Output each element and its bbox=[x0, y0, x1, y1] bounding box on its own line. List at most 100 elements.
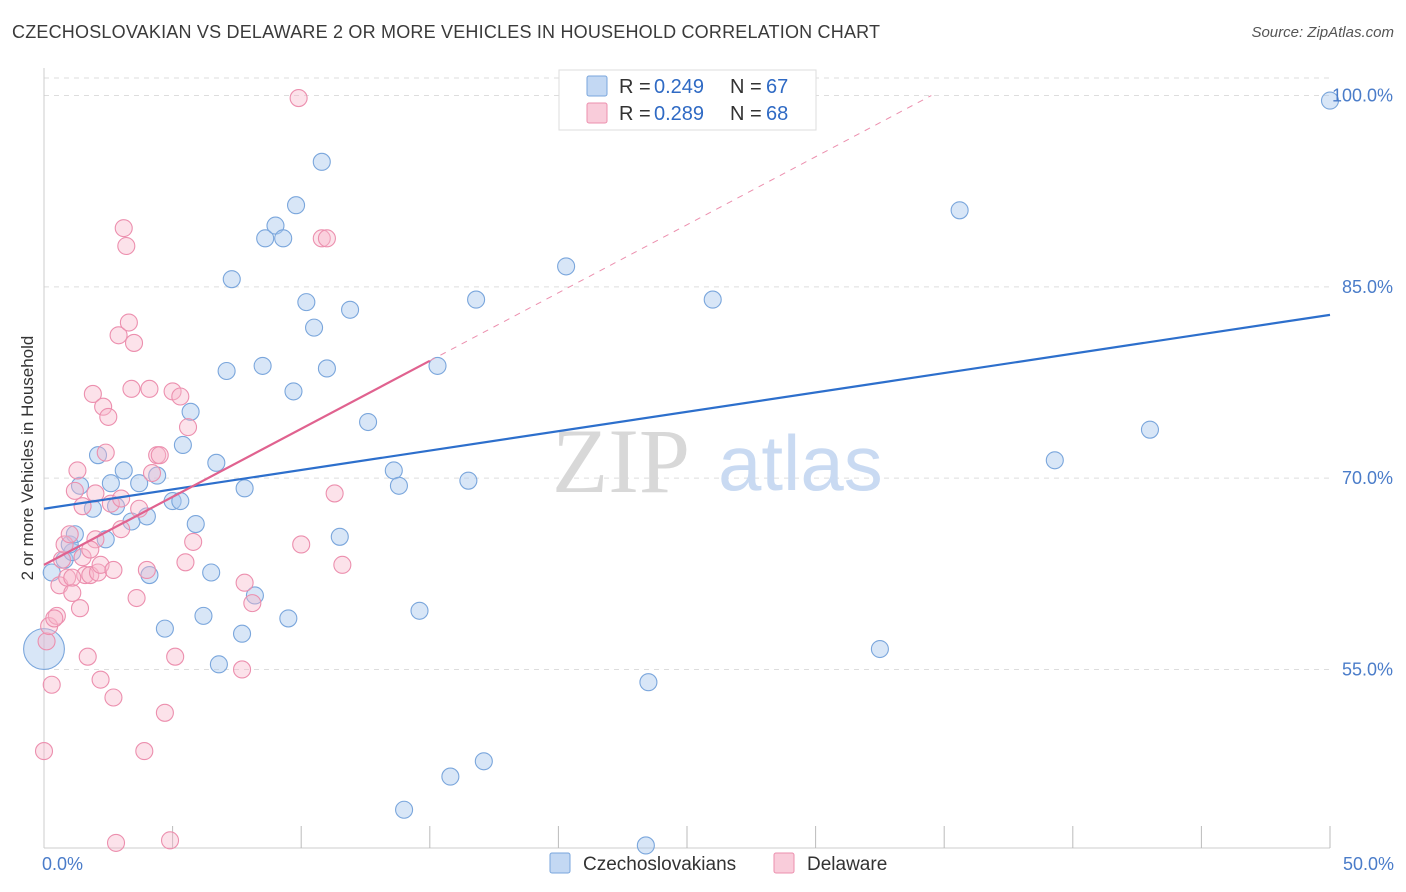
czech-point bbox=[312, 152, 331, 171]
bottom-legend-czech: Czechoslovakians bbox=[583, 854, 736, 875]
czech-point bbox=[441, 767, 460, 786]
legend: R = 0.249 N = 67 R = 0.289 N = 68 bbox=[558, 69, 817, 131]
czech-point bbox=[1045, 451, 1064, 470]
delaware-point bbox=[68, 461, 87, 480]
delaware-point bbox=[232, 660, 252, 679]
czech-point bbox=[410, 601, 429, 620]
czech-point bbox=[173, 435, 192, 455]
delaware-point bbox=[104, 560, 123, 580]
czech-point bbox=[194, 606, 213, 625]
delaware-point bbox=[178, 418, 198, 437]
delaware-point bbox=[160, 831, 180, 850]
delaware-point bbox=[106, 833, 126, 852]
czech-point bbox=[557, 257, 576, 276]
delaware-point bbox=[73, 497, 92, 516]
legend-r-value-czech: 0.249 bbox=[654, 76, 704, 98]
legend-n-value-delaware: 68 bbox=[766, 103, 788, 125]
delaware-point bbox=[176, 553, 195, 572]
delaware-point bbox=[325, 484, 344, 503]
delaware-point bbox=[109, 326, 128, 345]
czech-point bbox=[279, 609, 298, 628]
delaware-point bbox=[184, 532, 203, 551]
delaware-point bbox=[65, 481, 84, 500]
delaware-point bbox=[292, 535, 311, 554]
watermark-zip: ZIP bbox=[552, 410, 690, 512]
delaware-point bbox=[70, 599, 90, 618]
delaware-point bbox=[135, 742, 154, 761]
delaware-point bbox=[312, 229, 331, 248]
czech-point bbox=[284, 382, 303, 401]
czech-point bbox=[274, 229, 293, 248]
delaware-point bbox=[83, 384, 102, 404]
trend-lines bbox=[43, 95, 1331, 566]
czech-point bbox=[1140, 420, 1160, 439]
delaware-point bbox=[63, 568, 82, 587]
x-tick-label-50: 50.0% bbox=[1343, 854, 1394, 874]
czech-point bbox=[467, 290, 486, 309]
bottom-legend: Czechoslovakians Delaware bbox=[549, 852, 887, 875]
delaware-point bbox=[171, 387, 190, 406]
delaware-point bbox=[99, 407, 118, 426]
delaware-point bbox=[235, 573, 254, 592]
czech-point bbox=[639, 673, 658, 692]
source-label: Source: ZipAtlas.com bbox=[1251, 24, 1394, 41]
czech-point bbox=[207, 453, 226, 472]
czech-point bbox=[305, 318, 324, 337]
trend-line-czech bbox=[43, 313, 1331, 510]
czech-point bbox=[140, 566, 159, 585]
czech-point bbox=[950, 201, 969, 220]
chart-title: CZECHOSLOVAKIAN VS DELAWARE 2 OR MORE VE… bbox=[12, 22, 881, 42]
delaware-point bbox=[119, 313, 138, 332]
y-tick-label-55: 55.0% bbox=[1342, 659, 1393, 679]
delaware-point bbox=[127, 588, 146, 608]
czech-point bbox=[101, 474, 120, 493]
czech-point bbox=[1320, 91, 1340, 110]
delaware-point bbox=[73, 548, 92, 567]
czech-point bbox=[330, 527, 349, 546]
czech-point bbox=[636, 836, 655, 855]
tick-labels: 55.0% 70.0% 85.0% 100.0% 0.0% 50.0% bbox=[42, 86, 1394, 874]
legend-swatch-delaware bbox=[586, 102, 608, 124]
delaware-point bbox=[37, 632, 56, 651]
delaware-point bbox=[122, 379, 141, 398]
czech-point bbox=[222, 270, 241, 289]
axes bbox=[43, 68, 1331, 849]
bottom-legend-swatch-czech bbox=[549, 852, 571, 874]
legend-r-value-delaware: 0.289 bbox=[654, 103, 704, 125]
delaware-point bbox=[60, 525, 79, 544]
delaware-point bbox=[96, 443, 115, 462]
czech-point bbox=[256, 229, 275, 248]
czech-point bbox=[202, 563, 221, 582]
czech-point bbox=[70, 476, 90, 495]
delaware-point bbox=[114, 219, 133, 238]
czech-point bbox=[287, 196, 306, 215]
trend-line-delaware bbox=[43, 359, 431, 566]
czech-point bbox=[341, 300, 360, 319]
czech-point bbox=[83, 499, 102, 518]
delaware-point bbox=[150, 446, 169, 465]
legend-r-label-czech: R = bbox=[619, 76, 651, 98]
delaware-point bbox=[47, 606, 66, 625]
czech-point bbox=[155, 619, 174, 638]
delaware-point bbox=[94, 397, 113, 416]
y-tick-label-70: 70.0% bbox=[1342, 468, 1393, 488]
legend-r-label-delaware: R = bbox=[619, 103, 651, 125]
delaware-point bbox=[140, 379, 159, 398]
delaware-point bbox=[289, 89, 308, 108]
legend-swatch-czech bbox=[586, 75, 608, 97]
series-delaware bbox=[34, 89, 352, 852]
czech-point bbox=[474, 752, 493, 771]
delaware-point bbox=[104, 688, 123, 707]
delaware-point bbox=[124, 333, 144, 352]
delaware-point bbox=[63, 583, 82, 602]
delaware-point bbox=[34, 742, 54, 761]
czech-point bbox=[130, 474, 149, 493]
czech-point bbox=[459, 471, 478, 490]
czech-point bbox=[209, 655, 228, 674]
delaware-point bbox=[117, 236, 136, 256]
watermark-atlas: atlas bbox=[718, 419, 883, 507]
czech-point bbox=[114, 461, 133, 480]
delaware-point bbox=[243, 594, 262, 613]
delaware-point bbox=[155, 703, 174, 722]
